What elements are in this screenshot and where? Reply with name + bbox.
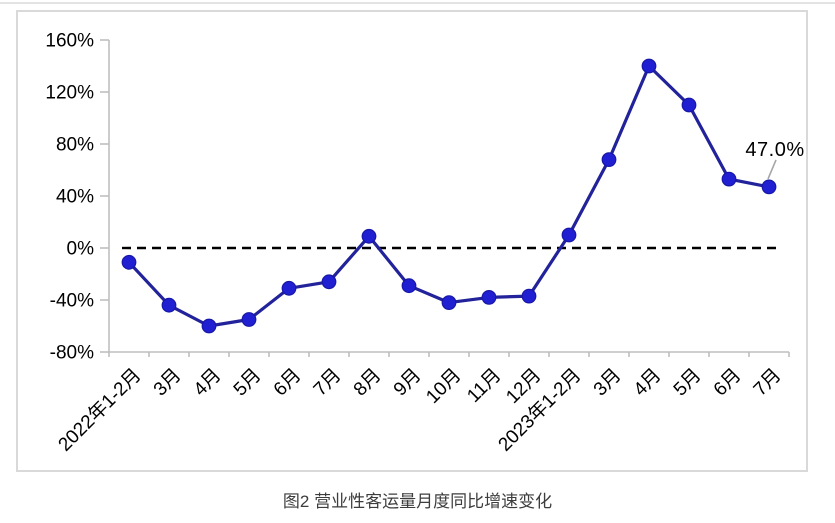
series-line [127,64,771,328]
data-point-marker [561,227,577,243]
y-tick-label: 0% [67,239,95,260]
x-axis-label: 8月 [350,365,386,401]
figure-caption: 图2 营业性客运量月度同比增速变化 [282,492,553,511]
x-axis-label: 7月 [310,365,346,401]
chart-container: 160% 120% 80% 40% 0% -40% -80% 2022年1-2月 3月 4月 5月 6… [16,10,808,472]
data-point-marker [161,297,177,313]
x-axis-label: 3月 [590,365,626,401]
data-point-marker [441,295,457,311]
x-axis-label: 5月 [230,365,266,401]
x-axis-label: 9月 [390,365,426,401]
data-point-marker [201,318,217,334]
y-tick-label: -80% [50,343,94,364]
data-label-annotation: 47.0% [745,139,805,161]
x-axis-label: 2022年1-2月 [54,364,146,456]
data-point-marker [121,254,137,270]
data-point-marker [481,290,497,305]
x-axis-label: 5月 [670,365,706,401]
x-axis-label: 4月 [190,365,226,401]
data-point-marker [721,171,737,187]
y-tick-label: 120% [45,83,94,104]
data-point-marker [761,179,777,195]
x-axis-label: 6月 [710,365,746,401]
data-point-marker [681,97,697,113]
data-point-marker [641,58,657,74]
y-tick-label: 160% [45,31,94,52]
data-point-marker [361,228,377,244]
annotation-leader-line [767,159,777,180]
x-axis-label: 7月 [750,365,786,401]
x-axis-label: 3月 [150,365,186,401]
data-point-marker [401,278,417,294]
y-tick-label: -40% [50,291,94,312]
data-point-marker [281,280,297,296]
y-tick-label: 40% [56,187,94,208]
x-axis-label: 10月 [422,365,465,408]
data-point-marker [321,274,337,290]
line-chart: 160%120%80%40%0%-40%-80%2022年1-2月 3月 4月 5月 6… [45,31,790,456]
x-axis-label: 4月 [630,365,666,401]
data-point-marker [521,288,537,304]
data-point-marker [601,152,617,168]
x-axis-label: 11月 [463,365,505,407]
top-divider-line [0,2,835,4]
x-axis-label: 6月 [270,365,306,401]
y-tick-label: 80% [56,135,94,156]
data-point-marker [241,312,257,327]
